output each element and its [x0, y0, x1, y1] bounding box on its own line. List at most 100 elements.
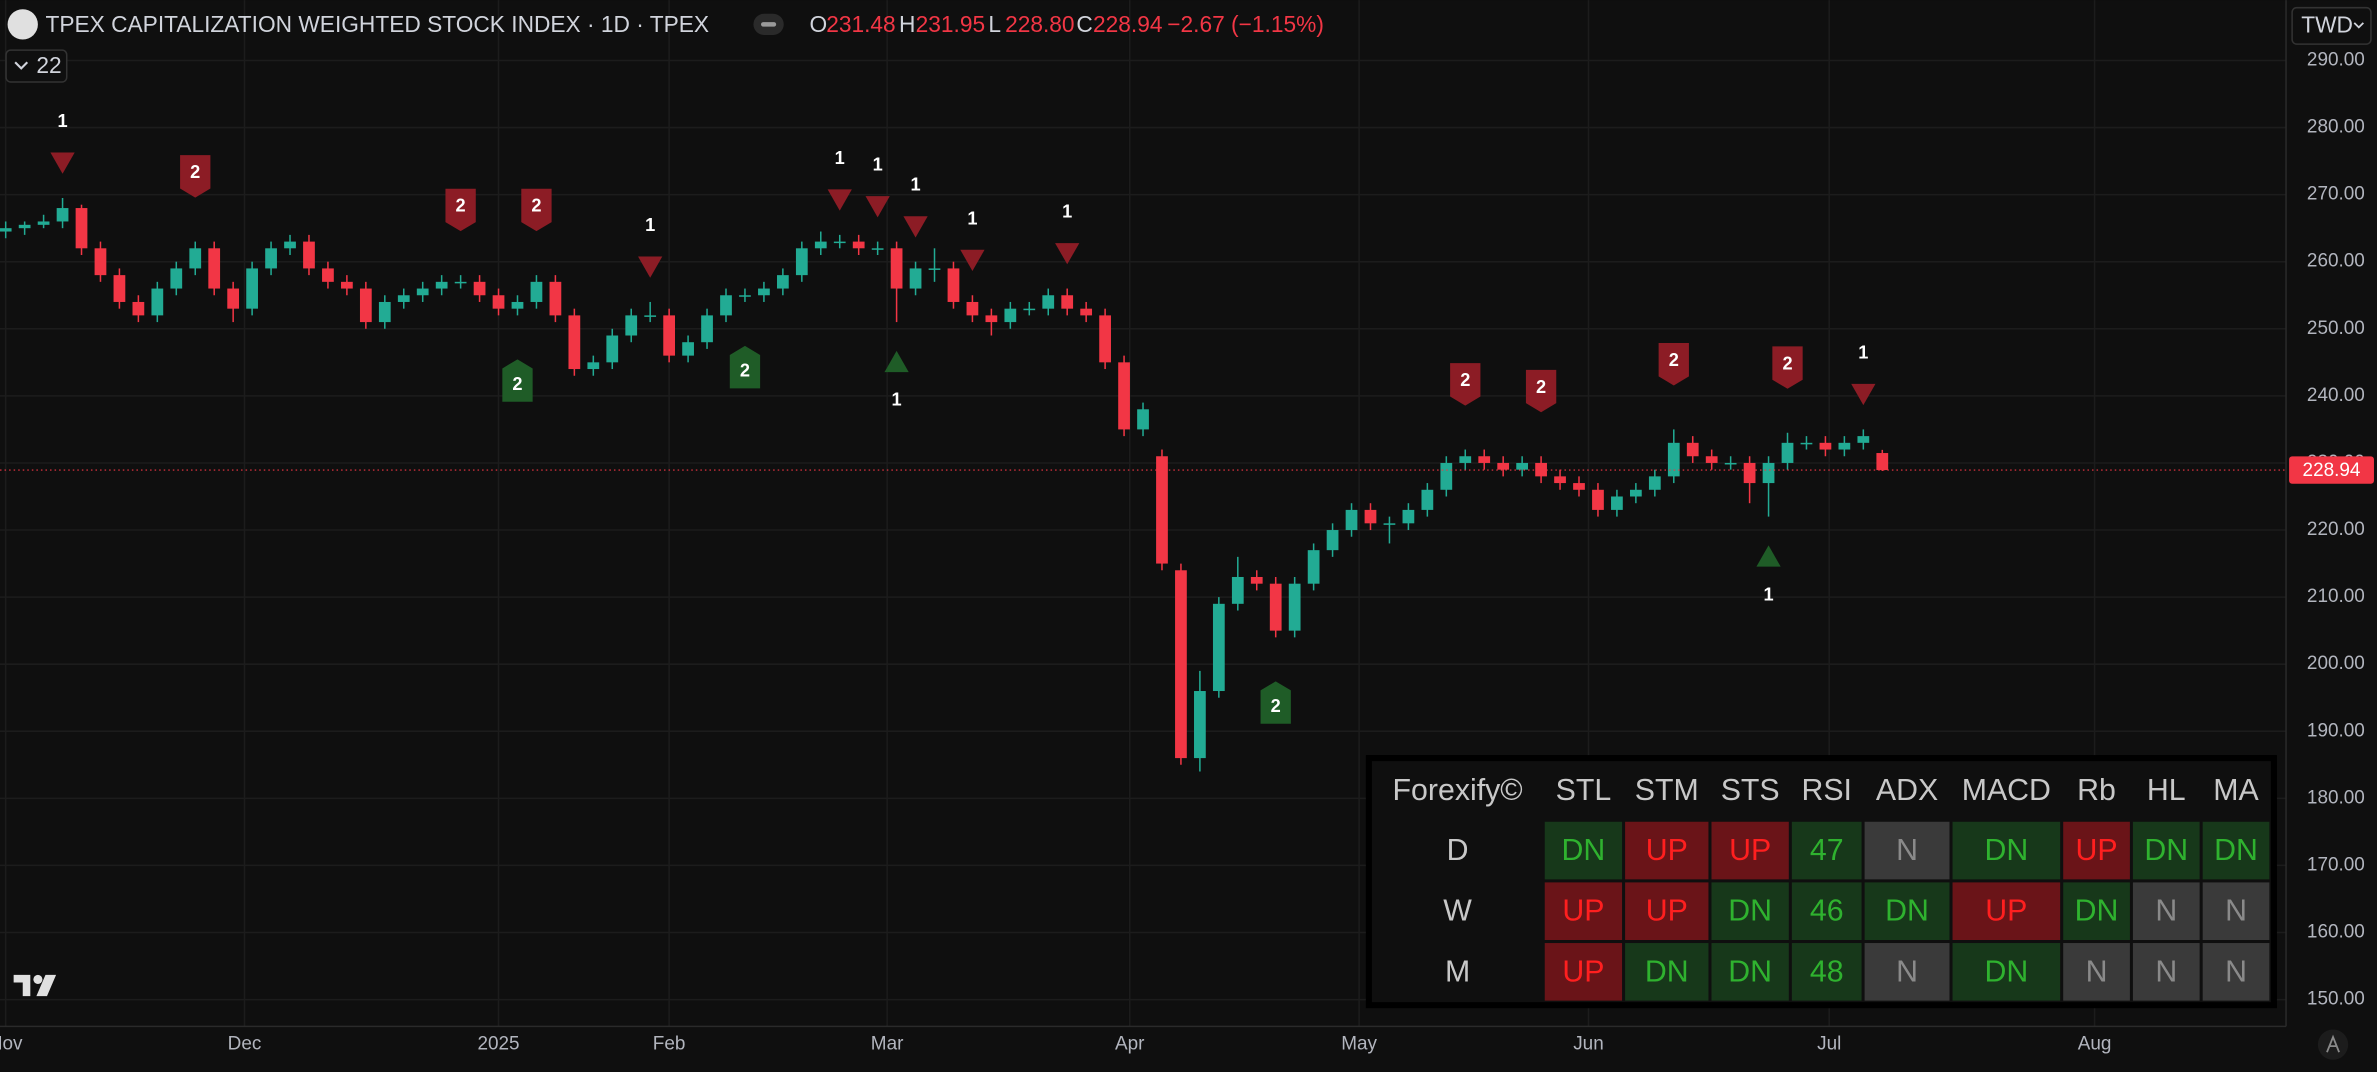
toggle-icon — [761, 22, 777, 27]
signal-label: 1 — [1062, 202, 1072, 222]
candle-body — [1118, 362, 1130, 430]
currency-button[interactable] — [2291, 6, 2372, 45]
candle-body — [1838, 442, 1851, 450]
ohlc-value: 231.95 — [916, 11, 985, 37]
table-cell — [2132, 882, 2200, 940]
signal-label: 1 — [892, 390, 902, 410]
signal-marker: 1 — [865, 155, 890, 218]
table-cell — [1791, 943, 1862, 1001]
y-tick-label: 280.00 — [2307, 117, 2365, 138]
candle-body — [1402, 509, 1415, 524]
logo-part — [33, 974, 43, 984]
signal-marker: 2 — [445, 188, 476, 232]
candle-body — [378, 301, 391, 323]
signal-label: 2 — [531, 196, 541, 216]
symbol-title[interactable]: TPEX CAPITALIZATION WEIGHTED STOCK INDEX… — [45, 11, 709, 37]
candle-body — [1440, 462, 1453, 490]
candle-body — [0, 228, 12, 232]
cell-value: DN — [1885, 895, 1929, 928]
cell-value: N — [2086, 955, 2108, 988]
cell-value: 47 — [1810, 834, 1844, 867]
row-header: M — [1445, 955, 1470, 988]
candle-body — [1497, 462, 1510, 470]
signal-label: 2 — [1782, 353, 1792, 373]
candle-body — [359, 288, 372, 323]
cell-value: DN — [2075, 895, 2119, 928]
table-cell — [2202, 821, 2270, 880]
candle-body — [56, 208, 69, 222]
table-cell — [2202, 943, 2270, 1001]
signal-label: 1 — [645, 215, 655, 235]
ohlc-key: L — [988, 11, 1001, 37]
table-cell — [1711, 821, 1789, 880]
candle-body — [1288, 583, 1301, 631]
candle-body — [1686, 442, 1699, 457]
candle-body — [852, 241, 865, 249]
signal-flag — [1450, 363, 1481, 406]
candle-body — [492, 295, 505, 309]
column-header: HL — [2147, 774, 2186, 807]
candle-body — [1743, 462, 1756, 484]
cell-value: N — [2155, 955, 2177, 988]
column-header: MACD — [1962, 774, 2051, 807]
y-tick-label: 240.00 — [2307, 385, 2365, 406]
signal-flag — [729, 345, 761, 389]
row-header: D — [1447, 834, 1469, 867]
x-tick-label: Dec — [228, 1034, 262, 1055]
table-cell — [1625, 943, 1709, 1001]
signal-triangle — [50, 152, 75, 174]
candle-body — [208, 248, 221, 289]
x-tick-label: Mar — [871, 1034, 904, 1055]
candle-body — [739, 295, 751, 297]
table-cell — [1544, 821, 1623, 880]
candle-body — [1478, 456, 1491, 463]
x-tick-label: Aug — [2078, 1034, 2112, 1055]
candle-body — [1269, 583, 1282, 631]
signal-marker: 2 — [1658, 343, 1689, 386]
signal-marker: 2 — [1772, 346, 1803, 389]
signal-triangle — [1756, 545, 1781, 567]
candle-body — [606, 335, 619, 363]
table-title: Forexify© — [1393, 774, 1523, 807]
signal-marker: 2 — [180, 155, 211, 198]
symbol-icon[interactable] — [7, 9, 38, 40]
candle-body — [568, 315, 581, 370]
last-price-box — [2289, 456, 2374, 484]
candle-body — [1781, 442, 1794, 463]
indicator-table: Forexify© STL STM STS RSI ADX MACD Rb HL MA D DN UP U… — [1365, 755, 2277, 1009]
x-tick-label: Apr — [1115, 1034, 1144, 1055]
signal-marker: 2 — [521, 188, 552, 232]
chevron — [14, 61, 29, 70]
cell-value: DN — [1984, 955, 2028, 988]
candle-body — [227, 288, 240, 309]
y-tick-label: 180.00 — [2307, 787, 2365, 808]
signal-marker: 2 — [729, 345, 761, 389]
currency-label: TWD — [2301, 12, 2353, 38]
candle-body — [966, 301, 979, 316]
cell-value: UP — [1646, 895, 1688, 928]
cell-value: DN — [1728, 895, 1772, 928]
candle-body — [1345, 509, 1358, 531]
signal-flag — [180, 155, 211, 198]
signal-marker: 1 — [1851, 342, 1876, 406]
table-cell — [1711, 882, 1789, 940]
table-cell — [1952, 882, 2061, 940]
signal-triangle — [865, 196, 890, 218]
table-cell — [1952, 821, 2061, 880]
column-header: RSI — [1801, 774, 1852, 807]
table-cell — [1791, 882, 1862, 940]
candle-body — [549, 281, 562, 316]
ohlc-key: O — [810, 11, 828, 37]
table-cell — [1864, 821, 1950, 880]
signal-label: 1 — [873, 155, 883, 175]
table-cell — [2202, 882, 2270, 940]
indicator-toggle[interactable] — [5, 49, 68, 83]
candle-body — [1705, 456, 1718, 463]
auto-scale-button[interactable] — [2317, 1029, 2349, 1060]
candle-body — [871, 248, 884, 250]
signal-marker: 1 — [638, 215, 663, 278]
y-tick-label: 150.00 — [2307, 989, 2365, 1010]
candle-body — [587, 362, 600, 370]
candle-body — [1554, 476, 1566, 484]
signal-marker: 1 — [960, 208, 985, 272]
